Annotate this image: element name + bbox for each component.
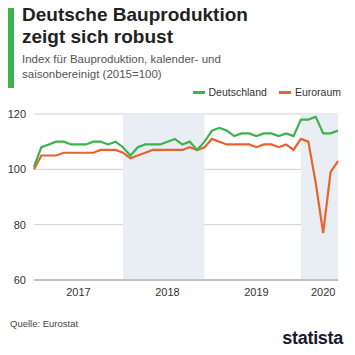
html-text:Index für Bauproduktion, kalen: Index für Bauproduktion, kalender- und s… — [22, 53, 221, 80]
html-text:Quelle: Eurostat: Quelle: Eurostat — [10, 318, 79, 329]
svg-text:120: 120 — [8, 108, 26, 120]
svg-text:2020: 2020 — [311, 286, 335, 298]
svg-text:2017: 2017 — [66, 286, 90, 298]
html-text:Deutsche Bauproduktion zeigt s: Deutsche Bauproduktion zeigt sich robust — [22, 4, 248, 47]
svg-text:80: 80 — [14, 219, 26, 231]
svg-text:2018: 2018 — [155, 286, 179, 298]
svg-text:60: 60 — [14, 274, 26, 286]
svg-text:100: 100 — [8, 163, 26, 175]
html-text:statista: statista — [282, 328, 343, 348]
html-text:Euroraum: Euroraum — [294, 86, 341, 98]
html-text:Deutschland: Deutschland — [208, 86, 267, 98]
svg-text:2019: 2019 — [244, 286, 268, 298]
